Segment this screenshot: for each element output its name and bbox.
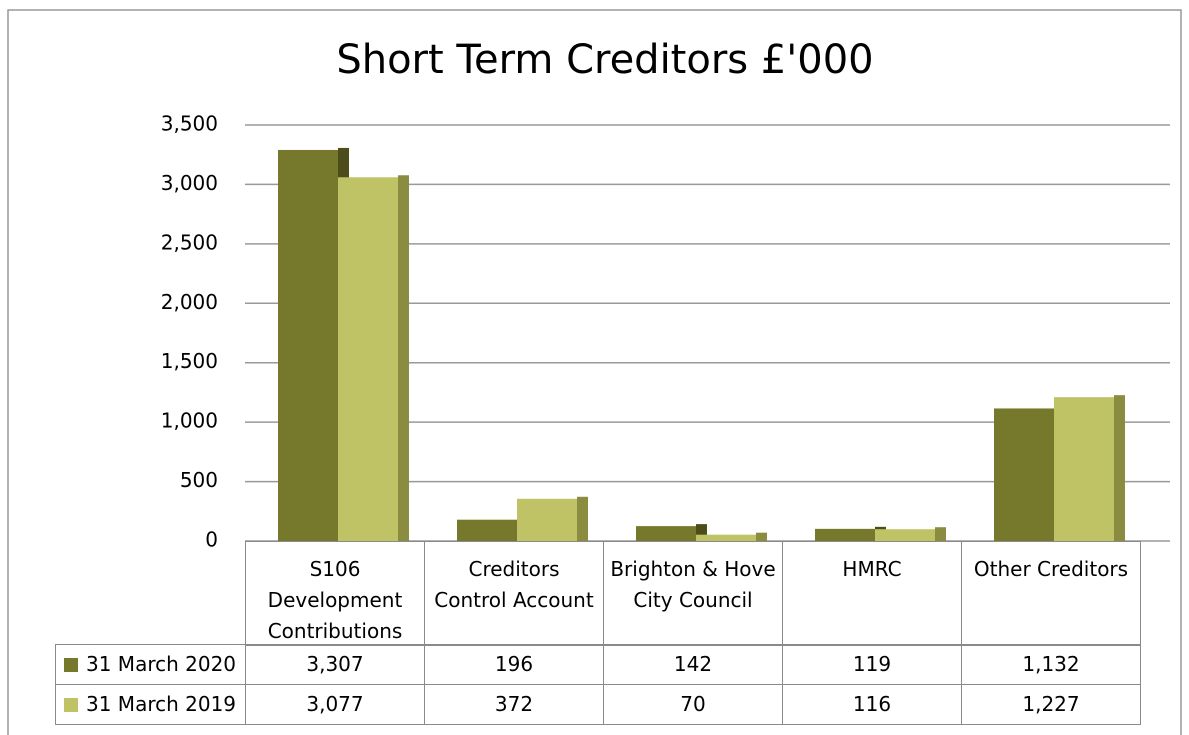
legend-swatch — [64, 658, 78, 672]
bar-side — [1114, 395, 1125, 541]
bar-side — [398, 175, 409, 542]
bar — [875, 529, 935, 541]
y-tick-label: 1,500 — [161, 349, 218, 373]
table-value: 196 — [424, 644, 604, 685]
y-tick-label: 3,000 — [161, 171, 218, 195]
bar — [696, 534, 756, 541]
table-value: 1,227 — [961, 684, 1141, 725]
category-label: HMRC — [782, 541, 962, 646]
category-label: Creditors Control Account — [424, 541, 604, 646]
bar — [457, 519, 517, 541]
legend-entry: 31 March 2020 — [55, 644, 246, 685]
bar — [1054, 397, 1114, 541]
bar — [636, 526, 696, 541]
bar-side — [935, 527, 946, 541]
chart-title: Short Term Creditors £'000 — [336, 37, 873, 83]
y-tick-label: 1,000 — [161, 409, 218, 433]
bar — [278, 149, 338, 541]
table-value: 116 — [782, 684, 962, 725]
bar-side — [696, 524, 707, 541]
bar — [338, 177, 398, 542]
category-label: Other Creditors — [961, 541, 1141, 646]
table-value: 142 — [603, 644, 783, 685]
y-tick-label: 0 — [205, 528, 218, 552]
category-label: S106 Development Contributions — [245, 541, 425, 646]
bar-side — [577, 496, 588, 541]
bar — [815, 528, 875, 541]
legend-entry: 31 March 2019 — [55, 684, 246, 725]
y-tick-label: 3,500 — [161, 112, 218, 136]
y-tick-label: 500 — [180, 468, 218, 492]
table-value: 119 — [782, 644, 962, 685]
legend-swatch — [64, 698, 78, 712]
table-value: 3,077 — [245, 684, 425, 725]
category-label: Brighton & Hove City Council — [603, 541, 783, 646]
y-tick-label: 2,500 — [161, 230, 218, 254]
legend-label: 31 March 2019 — [86, 692, 237, 716]
bar-side — [756, 532, 767, 541]
bar — [517, 498, 577, 541]
table-value: 70 — [603, 684, 783, 725]
y-tick-label: 2,000 — [161, 290, 218, 314]
table-value: 372 — [424, 684, 604, 725]
table-value: 3,307 — [245, 644, 425, 685]
table-value: 1,132 — [961, 644, 1141, 685]
frame — [7, 9, 1182, 735]
legend-label: 31 March 2020 — [86, 652, 237, 676]
bar — [994, 408, 1054, 541]
